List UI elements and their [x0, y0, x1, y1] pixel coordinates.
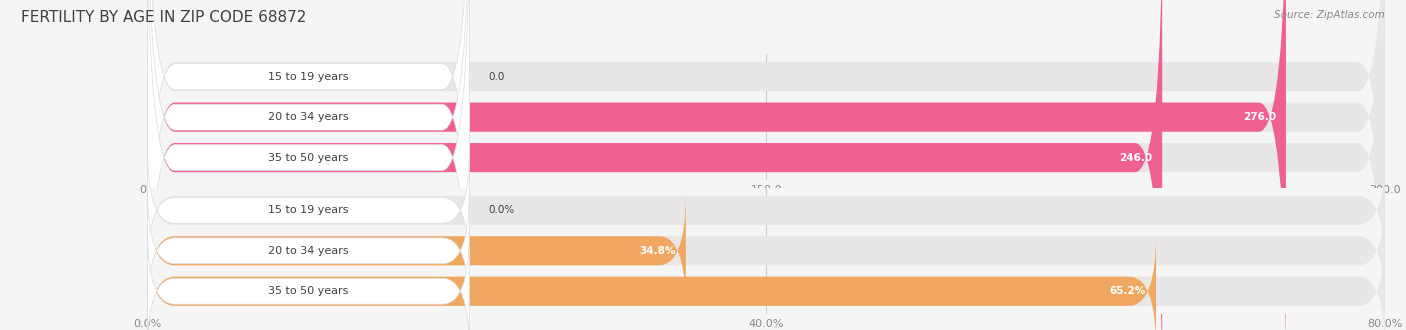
Text: Source: ZipAtlas.com: Source: ZipAtlas.com	[1274, 10, 1385, 20]
Text: 20 to 34 years: 20 to 34 years	[269, 246, 349, 256]
FancyBboxPatch shape	[148, 194, 1385, 308]
Text: 0.0%: 0.0%	[488, 205, 515, 215]
FancyBboxPatch shape	[148, 0, 1163, 330]
FancyBboxPatch shape	[148, 0, 1286, 330]
FancyBboxPatch shape	[148, 233, 470, 330]
Text: 0.0: 0.0	[488, 72, 505, 82]
Text: 15 to 19 years: 15 to 19 years	[269, 205, 349, 215]
Text: 35 to 50 years: 35 to 50 years	[269, 286, 349, 296]
Text: 20 to 34 years: 20 to 34 years	[269, 112, 349, 122]
FancyBboxPatch shape	[148, 235, 1385, 330]
FancyBboxPatch shape	[148, 0, 1385, 330]
Text: 34.8%: 34.8%	[640, 246, 676, 256]
FancyBboxPatch shape	[148, 192, 470, 309]
Text: 276.0: 276.0	[1243, 112, 1277, 122]
FancyBboxPatch shape	[148, 0, 1385, 329]
Text: 35 to 50 years: 35 to 50 years	[269, 152, 349, 163]
Text: 246.0: 246.0	[1119, 152, 1153, 163]
FancyBboxPatch shape	[148, 0, 470, 330]
Text: FERTILITY BY AGE IN ZIP CODE 68872: FERTILITY BY AGE IN ZIP CODE 68872	[21, 10, 307, 25]
FancyBboxPatch shape	[148, 152, 470, 269]
FancyBboxPatch shape	[148, 0, 470, 330]
Text: 15 to 19 years: 15 to 19 years	[269, 72, 349, 82]
FancyBboxPatch shape	[148, 194, 686, 308]
FancyBboxPatch shape	[148, 0, 470, 330]
FancyBboxPatch shape	[148, 154, 1385, 267]
Text: 65.2%: 65.2%	[1109, 286, 1146, 296]
FancyBboxPatch shape	[148, 235, 1156, 330]
FancyBboxPatch shape	[148, 0, 1385, 330]
